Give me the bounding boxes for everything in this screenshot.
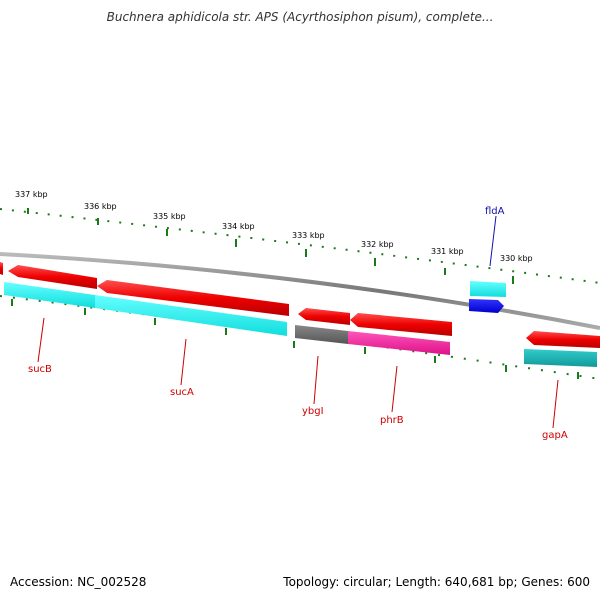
- genome-backbone: [0, 252, 600, 330]
- gene-leader-lines: [37, 215, 559, 429]
- cds-sucA[interactable]: [97, 280, 289, 316]
- leader-phrB: [391, 365, 398, 413]
- gene-track: [4, 281, 597, 367]
- cds-sucB[interactable]: [8, 265, 97, 289]
- gene-fldA-blue-arrow[interactable]: [469, 299, 504, 313]
- kbp-label-335: 335 kbp: [153, 212, 186, 221]
- gene-phrB-bar[interactable]: [348, 331, 450, 355]
- gene-gapA-bar[interactable]: [524, 349, 597, 367]
- kbp-label-331: 331 kbp: [431, 247, 464, 256]
- accession-label: Accession: NC_002528: [10, 575, 147, 589]
- scale-arc-upper: [0, 208, 600, 284]
- leader-sucA: [180, 338, 187, 386]
- leader-ybgI: [313, 355, 319, 405]
- cds-gapA[interactable]: [526, 331, 600, 348]
- gene-sucA-bar[interactable]: [95, 295, 287, 336]
- cds-partial-left[interactable]: [0, 262, 3, 275]
- gene-label-sucA[interactable]: sucA: [170, 387, 194, 398]
- major-ticks-lower: [11, 299, 579, 379]
- gene-label-ybgI[interactable]: ybgI: [302, 406, 324, 417]
- gene-labels: sucB sucA ybgI phrB fldA gapA: [28, 206, 568, 441]
- kbp-label-332: 332 kbp: [361, 240, 394, 249]
- kbp-label-333: 333 kbp: [292, 231, 325, 240]
- scale-labels: 337 kbp 336 kbp 335 kbp 334 kbp 333 kbp …: [15, 190, 533, 263]
- kbp-label-334: 334 kbp: [222, 222, 255, 231]
- kbp-label-330: 330 kbp: [500, 254, 533, 263]
- gene-label-fldA[interactable]: fldA: [485, 206, 505, 217]
- map-title: Buchnera aphidicola str. APS (Acyrthosip…: [106, 10, 494, 24]
- gene-label-phrB[interactable]: phrB: [380, 415, 404, 426]
- kbp-label-337: 337 kbp: [15, 190, 48, 199]
- cds-track: [0, 262, 600, 348]
- leader-gapA: [552, 379, 559, 429]
- major-ticks-upper: [27, 208, 514, 284]
- gene-sucB-bar[interactable]: [4, 282, 95, 308]
- cds-phrB[interactable]: [350, 313, 452, 336]
- gene-label-gapA[interactable]: gapA: [542, 430, 568, 441]
- gene-fldA-cyan-bar[interactable]: [470, 281, 506, 297]
- topology-summary: Topology: circular; Length: 640,681 bp; …: [283, 575, 590, 589]
- gene-label-sucB[interactable]: sucB: [28, 364, 52, 375]
- kbp-label-336: 336 kbp: [84, 202, 117, 211]
- cds-ybgI[interactable]: [298, 308, 350, 325]
- leader-sucB: [37, 317, 45, 363]
- gene-ybgI-bar[interactable]: [295, 325, 348, 344]
- leader-fldA: [489, 215, 497, 267]
- scale-arc-lower: [0, 295, 600, 380]
